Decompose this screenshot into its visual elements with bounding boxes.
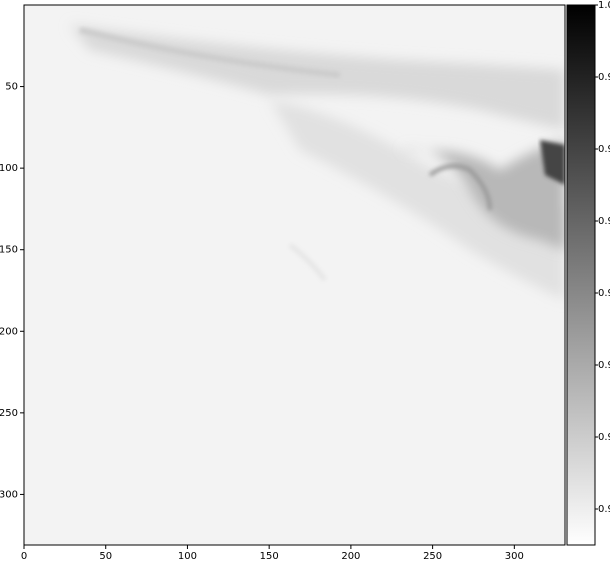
- y-tick-label: 200: [0, 326, 18, 337]
- page: {"chart_data": {"type": "image", "xlim":…: [0, 0, 610, 563]
- x-tick-label: 50: [99, 551, 112, 562]
- colorbar-tick-label: 0.94: [598, 432, 610, 443]
- x-tick-label: 0: [21, 551, 27, 562]
- image: [24, 5, 565, 545]
- x-tick-label: 200: [341, 551, 360, 562]
- x-tick-label: 250: [423, 551, 442, 562]
- y-tick-label: 250: [0, 408, 18, 419]
- x-tick-label: 300: [505, 551, 524, 562]
- colorbar-tick-label: 0.99: [598, 72, 610, 83]
- y-tick-label: 150: [0, 245, 18, 256]
- y-tick-label: 50: [5, 82, 18, 93]
- colorbar: [567, 5, 595, 545]
- x-tick-label: 100: [178, 551, 197, 562]
- y-tick-label: 100: [0, 163, 18, 174]
- colorbar-tick-label: 0.95: [598, 360, 610, 371]
- y-tick-label: 300: [0, 489, 18, 500]
- x-tick-label: 150: [260, 551, 279, 562]
- colorbar-tick-label: 1.00: [598, 0, 610, 11]
- colorbar-tick-label: 0.93: [598, 504, 610, 515]
- chart: 0 50 100 150 200 250 300 50 100 150 200 250 300 1.00 0…: [0, 0, 610, 563]
- colorbar-tick-label: 0.97: [598, 216, 610, 227]
- colorbar-tick-label: 0.96: [598, 288, 610, 299]
- colorbar-tick-label: 0.98: [598, 144, 610, 155]
